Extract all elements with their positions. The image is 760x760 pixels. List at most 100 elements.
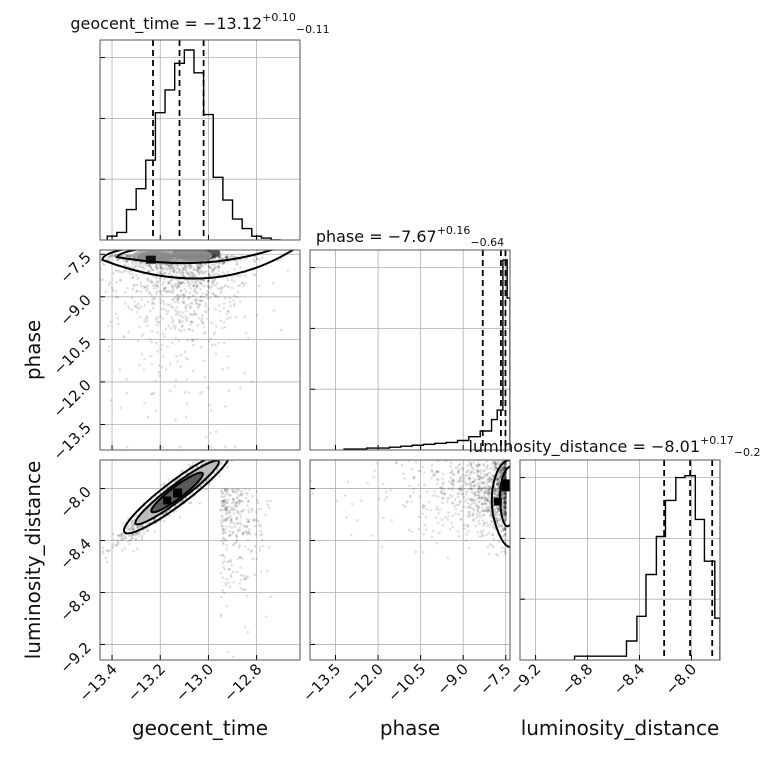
scatter-point — [112, 538, 116, 542]
scatter-point — [183, 275, 186, 278]
scatter-point — [259, 524, 262, 528]
scatter-point — [245, 525, 249, 529]
scatter-point — [438, 456, 441, 459]
scatter-point — [232, 298, 235, 302]
scatter-point — [256, 501, 260, 505]
scatter-point — [503, 509, 506, 512]
scatter-point — [173, 284, 177, 288]
scatter-point — [501, 504, 504, 507]
scatter-point — [456, 495, 460, 499]
scatter-point — [504, 512, 507, 516]
scatter-point — [140, 534, 144, 537]
scatter-point — [469, 480, 472, 484]
scatter-point — [255, 518, 258, 522]
y-tick-label: −13.5 — [50, 419, 95, 464]
scatter-point — [449, 465, 452, 468]
scatter-point — [477, 500, 481, 504]
scatter-point — [486, 498, 490, 501]
scatter-point — [240, 425, 243, 428]
scatter-point — [223, 284, 226, 288]
scatter-point — [167, 281, 170, 285]
scatter-point — [306, 474, 309, 477]
scatter-point — [169, 264, 172, 268]
scatter-point — [503, 504, 507, 507]
scatter-point — [235, 539, 238, 543]
scatter-point — [124, 302, 127, 305]
scatter-point — [504, 510, 507, 514]
scatter-point — [181, 311, 185, 314]
scatter-point — [503, 510, 506, 513]
scatter-point — [218, 309, 222, 313]
scatter-point — [182, 297, 185, 300]
scatter-point — [493, 508, 496, 512]
scatter-point — [479, 529, 483, 533]
scatter-point — [503, 527, 507, 531]
scatter-point — [417, 483, 420, 487]
scatter-point — [180, 271, 183, 274]
scatter-point — [204, 488, 208, 492]
scatter-point — [488, 477, 491, 480]
scatter-point — [129, 528, 133, 531]
scatter-point — [114, 295, 118, 299]
scatter-point — [248, 532, 251, 536]
scatter-point — [173, 327, 177, 331]
scatter-point — [213, 266, 216, 270]
scatter-point — [496, 494, 499, 498]
scatter-point — [125, 445, 129, 449]
hist-bin — [458, 441, 469, 451]
scatter-point — [244, 281, 248, 285]
scatter-point — [464, 490, 468, 494]
scatter-point — [248, 431, 251, 434]
scatter-point — [234, 502, 238, 505]
scatter-point — [503, 492, 507, 495]
scatter-point — [501, 493, 504, 497]
scatter-point — [495, 494, 499, 497]
scatter-point — [484, 502, 488, 505]
scatter-point — [224, 538, 228, 542]
scatter-point — [192, 273, 196, 276]
scatter-point — [502, 506, 506, 510]
scatter-point — [132, 525, 136, 529]
scatter-point — [504, 495, 508, 499]
scatter-point — [165, 291, 169, 294]
scatter-point — [224, 284, 228, 287]
scatter-point — [485, 474, 488, 477]
scatter-point — [503, 477, 506, 480]
scatter-point — [222, 302, 226, 305]
scatter-point — [241, 500, 245, 503]
scatter-point — [414, 460, 418, 464]
scatter-point — [189, 265, 193, 268]
scatter-point — [118, 534, 122, 538]
scatter-point — [208, 457, 211, 460]
scatter-point — [210, 452, 213, 455]
scatter-point — [430, 469, 434, 473]
scatter-point — [446, 518, 450, 522]
scatter-point — [241, 574, 245, 577]
scatter-point — [116, 322, 120, 326]
scatter-point — [150, 392, 154, 396]
scatter-point — [226, 498, 230, 502]
scatter-point — [503, 501, 507, 504]
hist-bin — [252, 236, 262, 240]
hist-bin — [412, 445, 423, 450]
scatter-point — [219, 435, 222, 438]
scatter-point — [219, 442, 222, 445]
scatter-point — [488, 493, 491, 496]
scatter-point — [175, 306, 179, 309]
scatter-point — [478, 535, 482, 538]
scatter-point — [252, 518, 256, 521]
scatter-point — [436, 495, 440, 498]
scatter-point — [171, 306, 175, 309]
scatter-point — [464, 423, 467, 426]
scatter-point — [499, 468, 502, 472]
scatter-point — [175, 294, 179, 297]
scatter-point — [191, 338, 194, 341]
scatter-point — [124, 536, 127, 540]
scatter-point — [494, 465, 498, 469]
scatter-point — [148, 291, 152, 295]
scatter-point — [186, 338, 189, 342]
scatter-point — [187, 270, 191, 274]
scatter-point — [504, 456, 507, 459]
scatter-point — [167, 282, 170, 285]
scatter-point — [221, 525, 225, 528]
